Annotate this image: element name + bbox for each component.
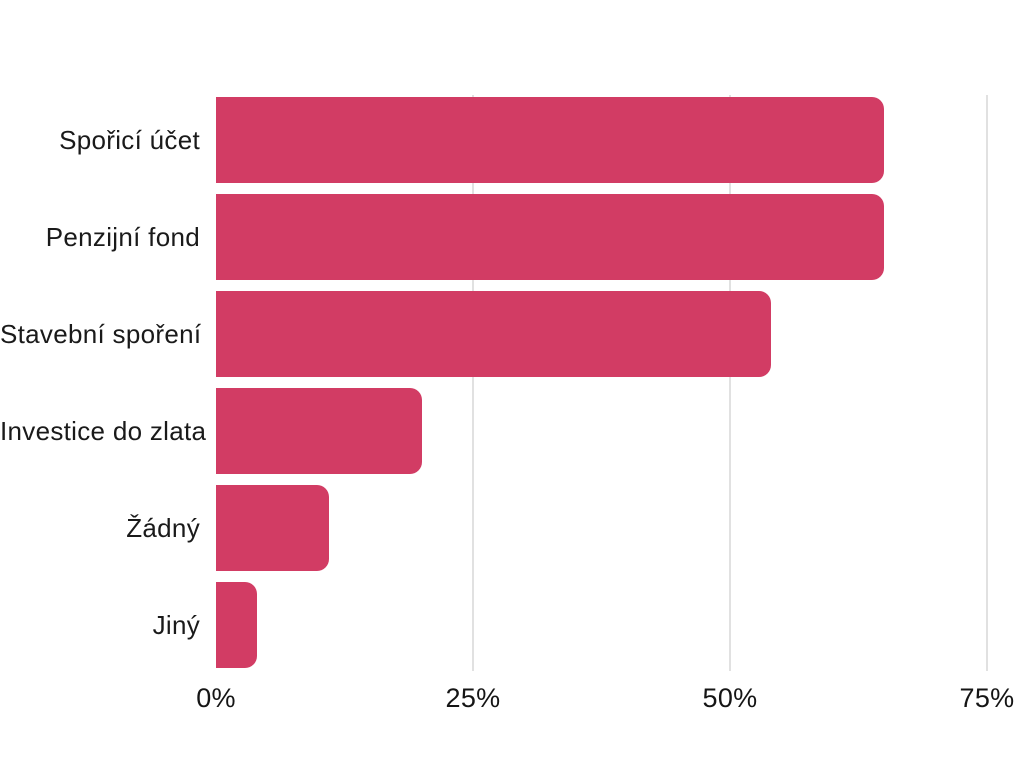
bar (216, 194, 885, 280)
category-label: Spořicí účet (59, 125, 200, 155)
category-label: Žádný (126, 513, 200, 543)
x-tick-label: 25% (445, 683, 501, 713)
gridline-50 (729, 95, 731, 671)
bar (216, 485, 330, 571)
category-label: Jiný (152, 610, 200, 640)
gridline-75 (986, 95, 988, 671)
x-tick-label: 75% (959, 683, 1015, 713)
x-tick-label: 50% (702, 683, 758, 713)
x-tick-label: 0% (196, 683, 236, 713)
bar (216, 388, 422, 474)
category-label: Penzijní fond (45, 222, 200, 252)
bar (216, 291, 772, 377)
category-label: Stavební spoření (0, 319, 202, 349)
gridline-25 (472, 95, 474, 671)
bar (216, 97, 885, 183)
category-label: Investice do zlata (0, 416, 207, 446)
bar (216, 582, 258, 668)
